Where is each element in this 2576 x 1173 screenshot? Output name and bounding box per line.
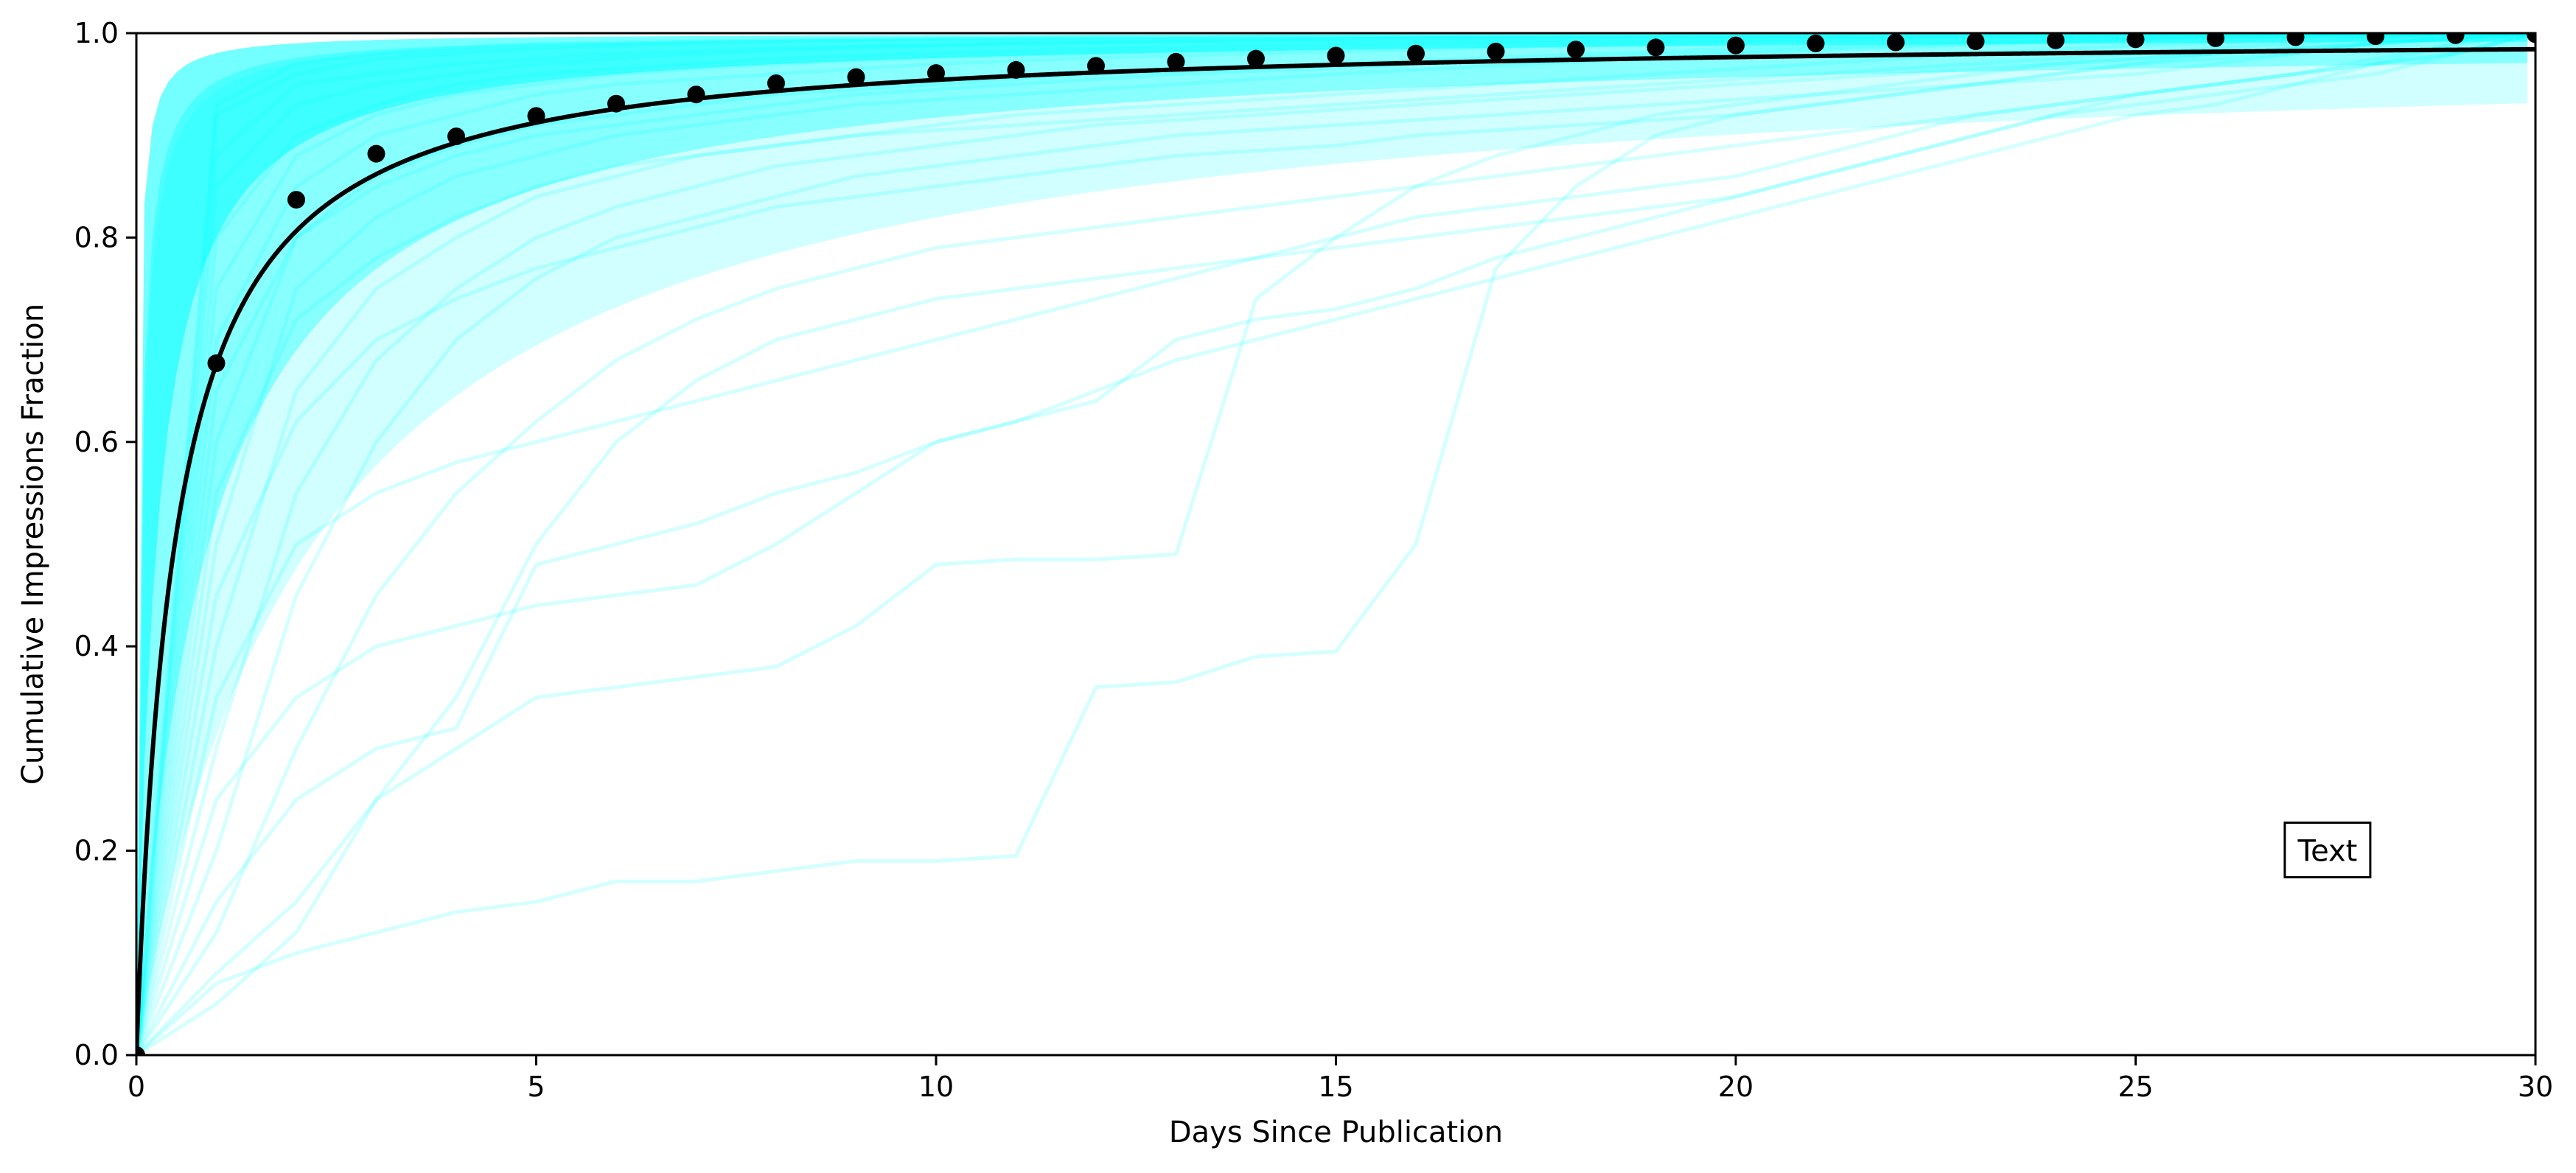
mean-point xyxy=(927,64,945,83)
mean-point xyxy=(527,107,545,125)
mean-point xyxy=(1487,42,1505,60)
mean-point xyxy=(1407,44,1425,63)
curve-density-band xyxy=(136,35,2528,1055)
mean-point xyxy=(447,127,465,146)
mean-point xyxy=(367,144,385,163)
individual-curve xyxy=(136,33,2535,1055)
mean-point xyxy=(287,191,305,209)
x-tick-label: 0 xyxy=(128,1071,145,1103)
y-tick-label: 1.0 xyxy=(74,17,119,49)
x-tick-label: 30 xyxy=(2518,1071,2553,1103)
mean-point xyxy=(1247,49,1265,68)
individual-curve xyxy=(136,33,2535,1055)
x-tick-label: 10 xyxy=(918,1071,954,1103)
mean-points xyxy=(136,33,2535,1055)
mean-point xyxy=(767,74,785,92)
annotation-text: Text xyxy=(2297,835,2357,869)
mean-point xyxy=(1087,57,1105,75)
individual-curve xyxy=(136,33,2535,1055)
mean-point xyxy=(2047,33,2064,49)
mean-point xyxy=(687,85,705,104)
individual-curve xyxy=(136,33,2535,1055)
mean-point xyxy=(1007,60,1025,79)
y-tick-label: 0.2 xyxy=(74,835,119,867)
individual-curve xyxy=(136,33,2535,1055)
mean-point xyxy=(2527,33,2535,43)
mean-point xyxy=(2367,33,2384,46)
y-tick-label: 0.8 xyxy=(74,221,119,253)
mean-point xyxy=(1966,33,1985,51)
mean-point xyxy=(2286,33,2305,46)
mean-point xyxy=(2207,33,2224,47)
annotation-frame xyxy=(2283,822,2372,879)
y-tick-label: 0.0 xyxy=(74,1039,119,1071)
mean-point xyxy=(1327,46,1345,65)
y-axis-ticks: 0.0 0.2 0.4 0.6 0.8 1.0 xyxy=(74,17,136,1071)
individual-curve xyxy=(136,33,2535,1055)
curve-density-core xyxy=(136,35,2528,1055)
mean-point xyxy=(2126,33,2145,49)
annotation-box: Text xyxy=(2283,822,2372,879)
mean-point xyxy=(1727,36,1745,55)
individual-curve xyxy=(136,33,2535,1055)
y-tick-label: 0.4 xyxy=(74,630,119,662)
x-tick-label: 20 xyxy=(1718,1071,1753,1103)
plot-area xyxy=(136,33,2535,1055)
y-tick-label: 0.6 xyxy=(74,426,119,458)
x-tick-label: 15 xyxy=(1318,1071,1353,1103)
mean-point xyxy=(847,68,865,86)
y-axis-label: Cumulative Impressions Fraction xyxy=(16,304,50,785)
mean-point xyxy=(207,354,226,373)
mean-point xyxy=(607,94,625,113)
mean-point xyxy=(1567,41,1585,59)
x-axis-label: Days Since Publication xyxy=(1169,1116,1503,1149)
mean-point xyxy=(136,1046,145,1055)
individual-curve xyxy=(136,33,2535,1055)
mean-point xyxy=(2446,33,2465,44)
individual-curve xyxy=(136,33,2535,1055)
mean-point xyxy=(1807,34,1825,52)
mean-point xyxy=(1647,38,1665,57)
x-axis-ticks: 0 5 10 15 20 25 30 xyxy=(128,1055,2553,1103)
x-tick-label: 5 xyxy=(527,1071,545,1103)
individual-curve xyxy=(136,33,2535,1055)
mean-point xyxy=(1887,33,1905,52)
x-tick-label: 25 xyxy=(2118,1071,2153,1103)
mean-point xyxy=(1167,52,1185,71)
